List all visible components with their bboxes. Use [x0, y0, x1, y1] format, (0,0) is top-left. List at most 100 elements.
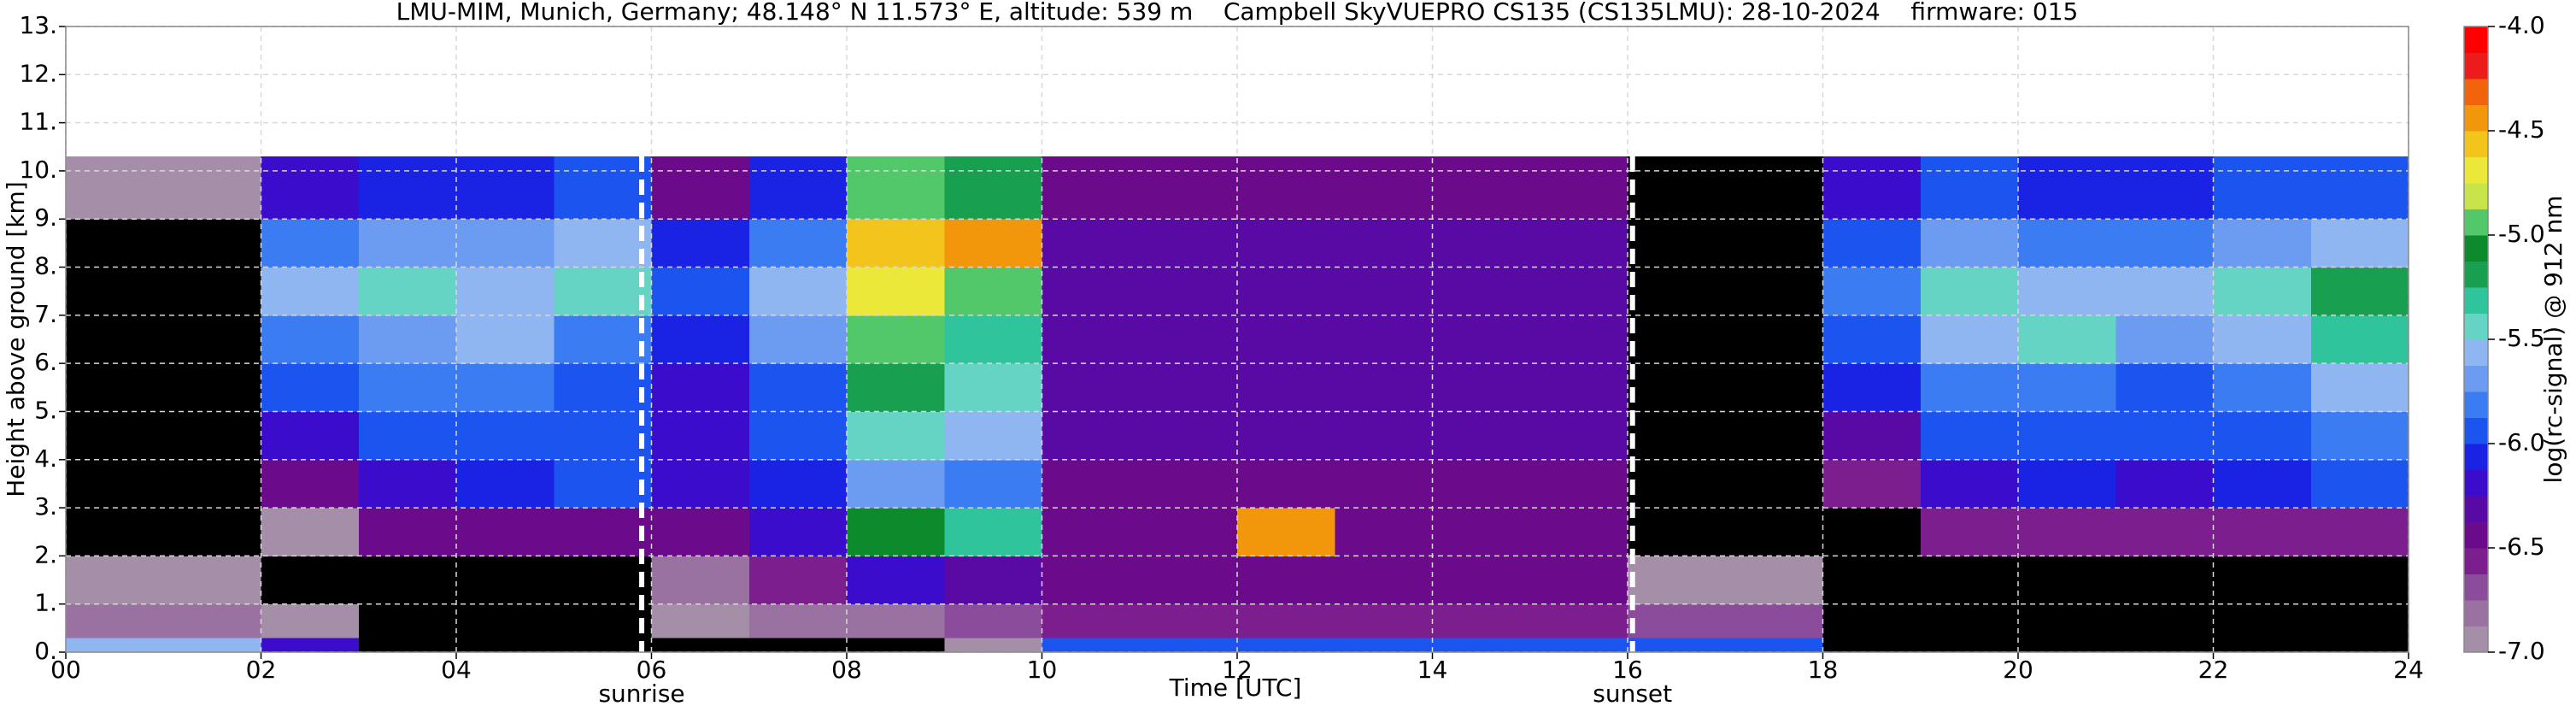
heatmap-cell [1920, 363, 2019, 412]
heatmap-cell [944, 315, 1042, 364]
y-tick-label: 4. [34, 444, 57, 473]
heatmap-cell [2310, 219, 2409, 268]
heatmap-cell [358, 556, 457, 605]
heatmap-cell [1725, 508, 1823, 556]
heatmap-cell [2115, 556, 2214, 605]
heatmap-cell [748, 411, 848, 461]
heatmap-cell [2310, 156, 2409, 220]
heatmap-cell [163, 603, 261, 638]
heatmap-cell [1237, 556, 1335, 605]
heatmap-cell [847, 603, 945, 638]
heatmap-cell [554, 556, 652, 605]
heatmap-cell [1725, 459, 1823, 509]
heatmap-cell [261, 411, 360, 461]
y-tick-label: 3. [34, 492, 57, 521]
heatmap-cell [2115, 638, 2214, 653]
colorbar-segment [2464, 391, 2488, 418]
x-axis-label: Time [UTC] [1169, 674, 1302, 702]
x-tick-label: 10 [1027, 656, 1058, 684]
heatmap-cell [1237, 638, 1335, 653]
y-tick-label: 8. [34, 252, 57, 280]
colorbar-segment [2464, 600, 2488, 627]
heatmap-cell [261, 156, 360, 220]
heatmap-cell [2018, 363, 2116, 412]
heatmap-cell [1335, 603, 1433, 638]
heatmap-cell [847, 411, 945, 461]
heatmap-cell [2213, 411, 2312, 461]
heatmap-cell [1237, 267, 1335, 316]
heatmap-cell [748, 363, 848, 412]
heatmap-cell [2115, 508, 2214, 556]
heatmap-cell [1432, 603, 1531, 638]
heatmap-cell [2018, 156, 2116, 220]
colorbar-segment [2464, 417, 2488, 444]
heatmap-cell [748, 459, 848, 509]
heatmap-cell [163, 219, 261, 268]
heatmap-cell [66, 411, 164, 461]
heatmap-cell [261, 638, 360, 653]
colorbar-segment [2464, 261, 2488, 288]
heatmap-cell [1042, 638, 1141, 653]
colorbar-segment [2464, 131, 2488, 157]
x-tick-label: 18 [1808, 656, 1839, 684]
heatmap-cell [1432, 219, 1531, 268]
colorbar-segment [2464, 339, 2488, 366]
heatmap-cell [1920, 603, 2019, 638]
heatmap-cell [456, 508, 555, 556]
heatmap-cell [847, 315, 945, 364]
heatmap-cell [847, 156, 945, 220]
heatmap-cell [1920, 411, 2019, 461]
x-tick-label: 02 [246, 656, 277, 684]
heatmap-cell [651, 411, 750, 461]
heatmap-cell [2310, 603, 2409, 638]
colorbar-segment [2464, 521, 2488, 549]
heatmap-cell [2018, 603, 2116, 638]
heatmap-cell [456, 638, 555, 653]
heatmap-cell [66, 315, 164, 364]
heatmap-cell [1920, 156, 2019, 220]
heatmap-cell [748, 556, 848, 605]
heatmap-cell [651, 459, 750, 509]
heatmap-cell [748, 638, 848, 653]
heatmap-cell [1335, 156, 1433, 220]
heatmap-cell [944, 508, 1042, 556]
heatmap-cell [358, 156, 457, 220]
heatmap-cell [261, 603, 360, 638]
heatmap-cell [2213, 363, 2312, 412]
heatmap-cell [944, 156, 1042, 220]
colorbar-segment [2464, 365, 2488, 392]
heatmap-cell [358, 638, 457, 653]
heatmap-cell [1529, 508, 1628, 556]
heatmap-cell [748, 508, 848, 556]
x-tick-label: 16 [1612, 656, 1643, 684]
heatmap-cell [1628, 219, 1726, 268]
heatmap-cell [1237, 156, 1335, 220]
heatmap-cell [1139, 315, 1238, 364]
heatmap-cell [1237, 603, 1335, 638]
heatmap-cell [1628, 603, 1726, 638]
heatmap-cell [456, 556, 555, 605]
heatmap-cell [2018, 315, 2116, 364]
heatmap-cell [66, 459, 164, 509]
heatmap-cell [1920, 267, 2019, 316]
heatmap-cell [1725, 363, 1823, 412]
heatmap-cell [456, 603, 555, 638]
heatmap-cell [163, 411, 261, 461]
heatmap-cell [1920, 638, 2019, 653]
heatmap-cell [1042, 411, 1141, 461]
heatmap-cell [1335, 315, 1433, 364]
x-tick-label: 22 [2198, 656, 2229, 684]
y-tick-label: 12. [19, 59, 57, 87]
heatmap-cell [1529, 556, 1628, 605]
heatmap-cell [1237, 411, 1335, 461]
heatmap-cell [2018, 267, 2116, 316]
heatmap-cell [1042, 267, 1141, 316]
heatmap-cell [554, 638, 652, 653]
heatmap-cell [1042, 219, 1141, 268]
colorbar-tick-label: -5.5 [2498, 324, 2545, 352]
annotation-label: sunset [1593, 680, 1672, 706]
heatmap-cell [358, 363, 457, 412]
heatmap-cell [1042, 556, 1141, 605]
heatmap-cell [651, 315, 750, 364]
heatmap-cell [163, 459, 261, 509]
